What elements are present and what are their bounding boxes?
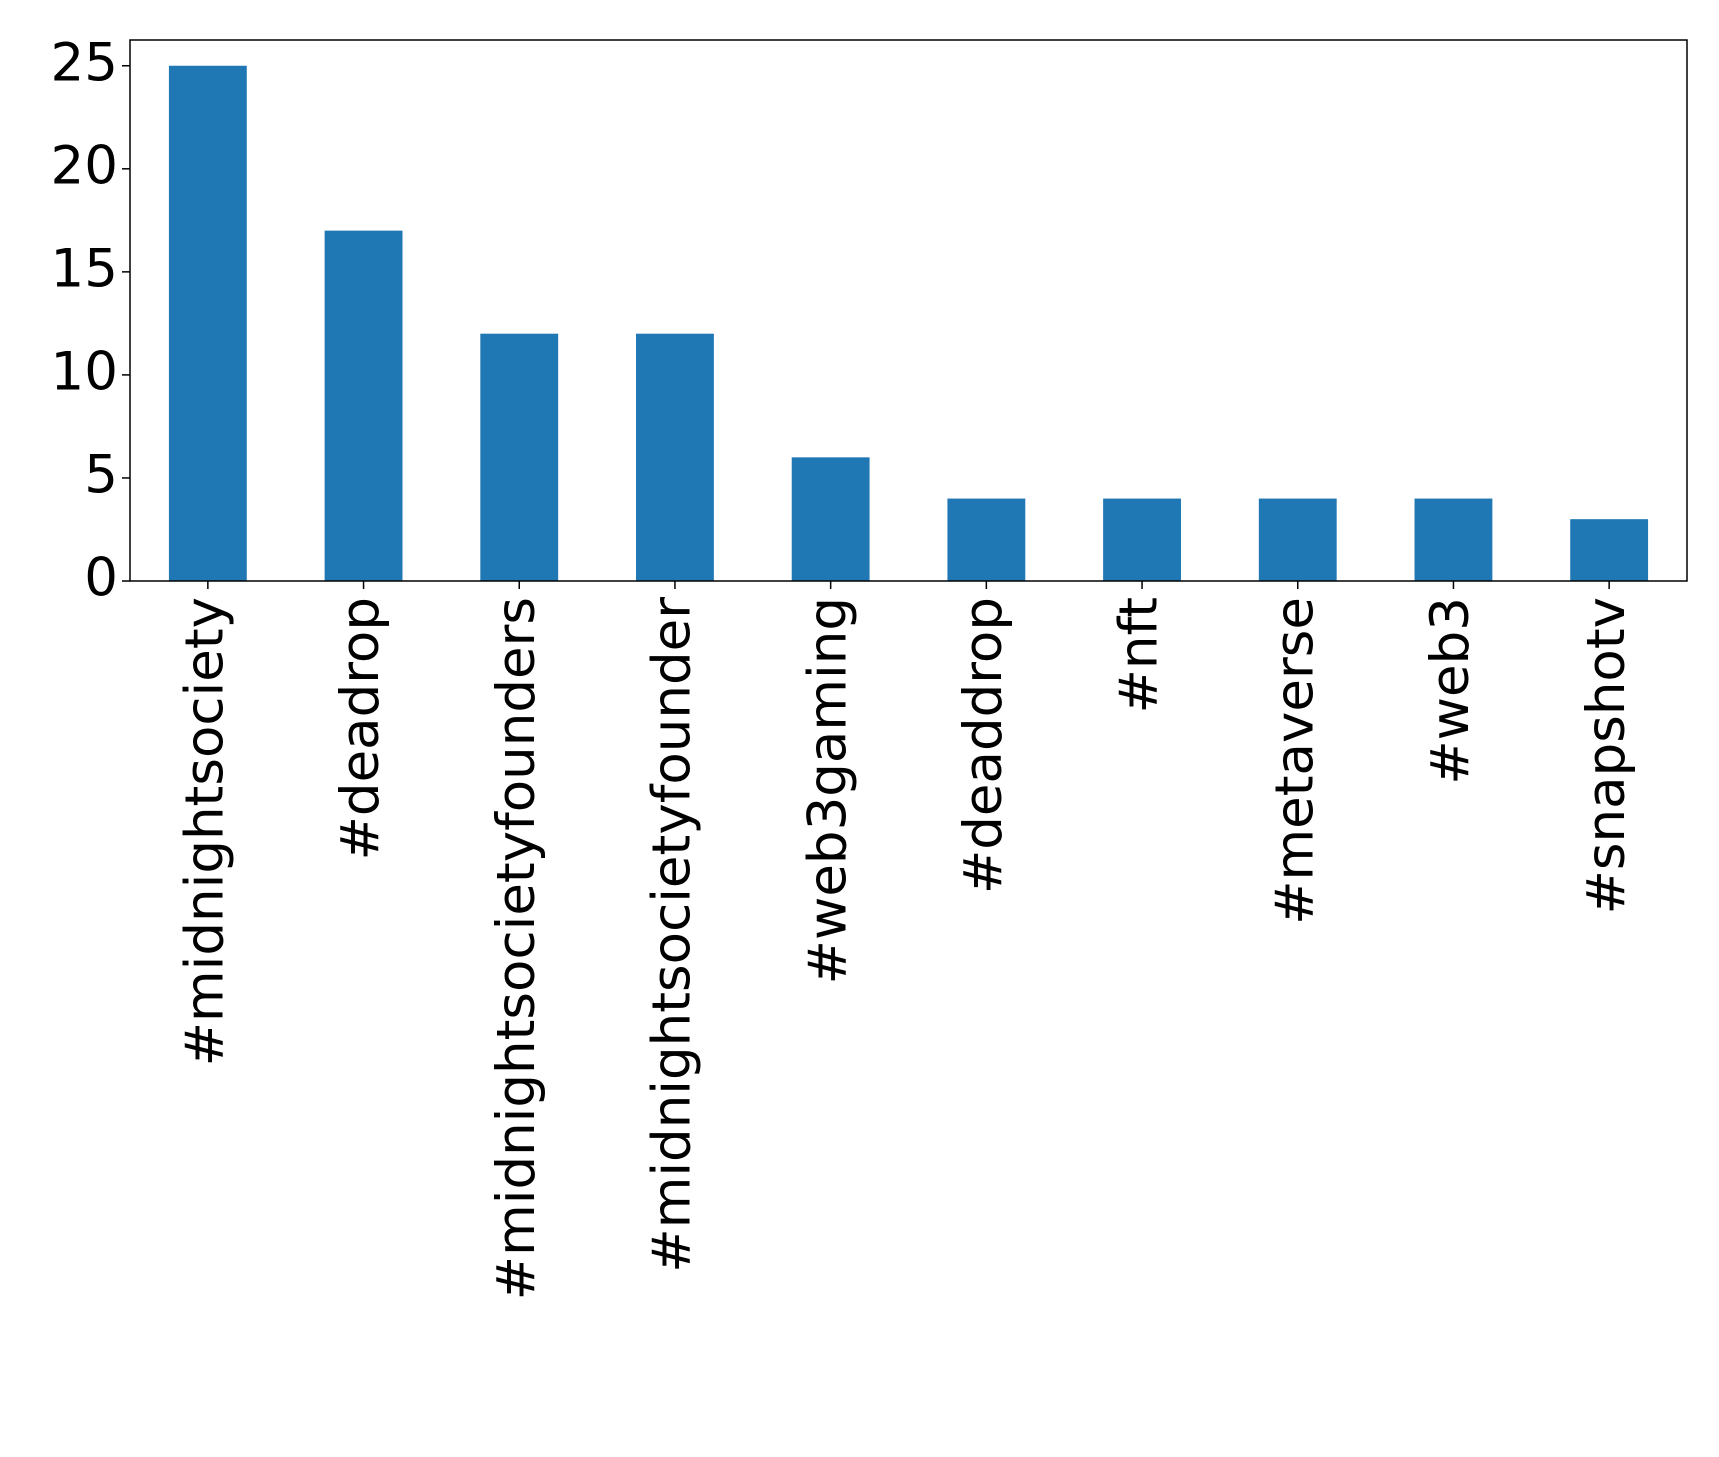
y-tick-label: 0: [84, 548, 118, 609]
bar: [636, 333, 714, 581]
y-tick-label: 15: [51, 238, 118, 299]
bar: [1258, 498, 1337, 581]
bar: [1414, 498, 1493, 581]
bar: [947, 498, 1026, 581]
y-tick-label: 5: [84, 445, 118, 506]
y-tick-label: 25: [51, 32, 118, 93]
x-tick-label: #deadrop: [330, 597, 391, 860]
x-tick-label: #web3: [1420, 597, 1481, 785]
y-tick-label: 10: [51, 342, 118, 403]
bar: [168, 65, 247, 581]
bar: [324, 230, 403, 581]
x-tick-label: #metaverse: [1264, 597, 1325, 925]
bar: [1103, 498, 1181, 581]
bar: [480, 333, 559, 581]
bar: [791, 457, 870, 581]
x-tick-label: #midnightsocietyfounder: [642, 597, 703, 1273]
y-tick-label: 20: [51, 135, 118, 196]
x-tick-label: #midnightsociety: [174, 597, 235, 1066]
x-tick-label: #web3gaming: [797, 597, 858, 984]
x-tick-label: #nft: [1109, 597, 1170, 714]
x-tick-label: #deaddrop: [953, 597, 1014, 894]
x-tick-label: #midnightsocietyfounders: [486, 597, 547, 1300]
plot-frame: [129, 39, 1688, 582]
bar: [1570, 519, 1649, 581]
x-tick-label: #snapshotv: [1576, 597, 1637, 915]
